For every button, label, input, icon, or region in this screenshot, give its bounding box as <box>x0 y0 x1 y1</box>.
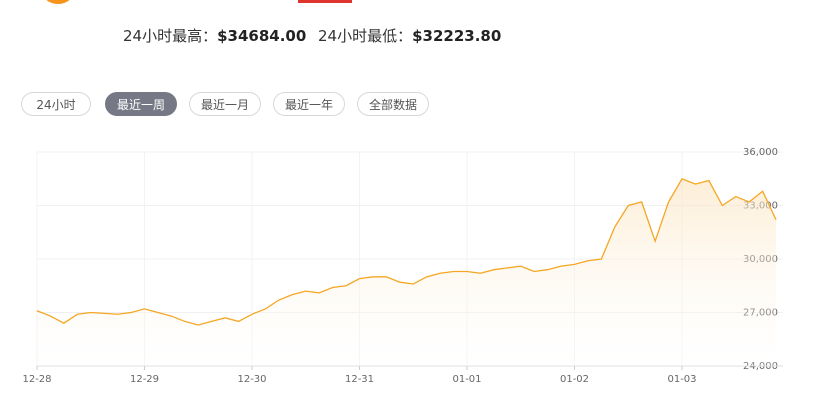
stat-low: 24小时最低：$32223.80 <box>318 25 501 46</box>
y-tick-label: 36,000 <box>743 147 778 158</box>
coin-icon <box>40 0 76 4</box>
range-tab[interactable]: 最近一周 <box>105 92 177 116</box>
stat-value: $34684.00 <box>217 27 307 45</box>
x-tick-label: 01-01 <box>452 374 481 385</box>
x-tick-label: 12-28 <box>22 374 51 385</box>
badge <box>298 0 352 3</box>
x-tick-label: 01-03 <box>667 374 696 385</box>
x-tick-label: 12-30 <box>237 374 266 385</box>
area <box>37 178 777 366</box>
x-tick-label: 01-02 <box>560 374 589 385</box>
stat-value: $32223.80 <box>412 27 502 45</box>
range-tab[interactable]: 最近一月 <box>189 92 261 116</box>
x-tick-label: 12-29 <box>130 374 159 385</box>
range-tab[interactable]: 最近一年 <box>273 92 345 116</box>
range-tab[interactable]: 24小时 <box>21 92 91 116</box>
price-line <box>36 177 777 326</box>
range-tab[interactable]: 全部数据 <box>357 92 429 116</box>
stat-label: 24小时最高： <box>123 27 218 45</box>
stat-label: 24小时最低： <box>318 27 413 45</box>
stat-high: 24小时最高：$34684.00 <box>123 25 306 46</box>
x-tick-label: 12-31 <box>345 374 374 385</box>
